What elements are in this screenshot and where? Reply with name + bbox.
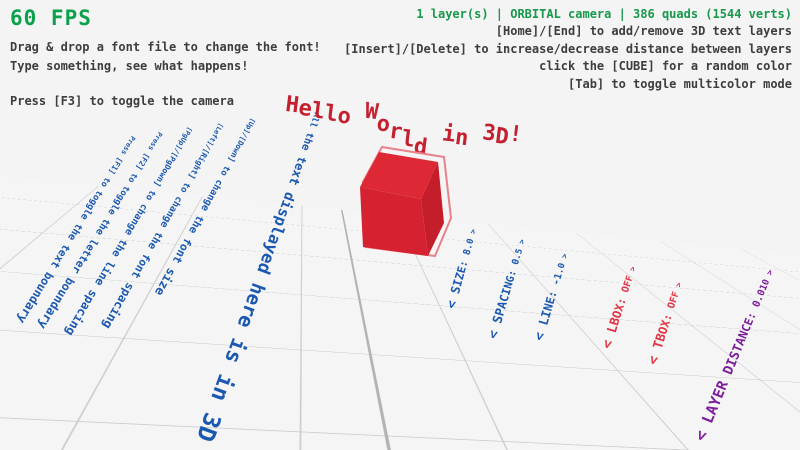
cube-top-face[interactable] [360,152,438,199]
cube-front-face[interactable] [360,187,428,256]
cube-right-face[interactable] [421,162,444,256]
fps-counter: 60 FPS [10,6,92,30]
hint-cube-random-color: click the [CUBE] for a random color [539,59,792,74]
hint-toggle-camera: Press [F3] to toggle the camera [10,94,234,109]
hud-top-right: 1 layer(s) | ORBITAL camera | 386 quads … [344,6,792,93]
hud-top-left: 60 FPS Drag & drop a font file to change… [10,6,321,112]
red-cube[interactable] [340,128,470,268]
hint-drag-drop: Drag & drop a font file to change the fo… [10,40,321,54]
hint-type-something: Type something, see what happens! [10,59,249,74]
status-bar: 1 layer(s) | ORBITAL camera | 386 quads … [416,7,792,21]
hint-layer-distance: [Insert]/[Delete] to increase/decrease d… [344,41,792,56]
hint-add-remove-layers: [Home]/[End] to add/remove 3D text layer… [495,24,792,39]
hint-multicolor-mode: [Tab] to toggle multicolor mode [568,76,792,91]
